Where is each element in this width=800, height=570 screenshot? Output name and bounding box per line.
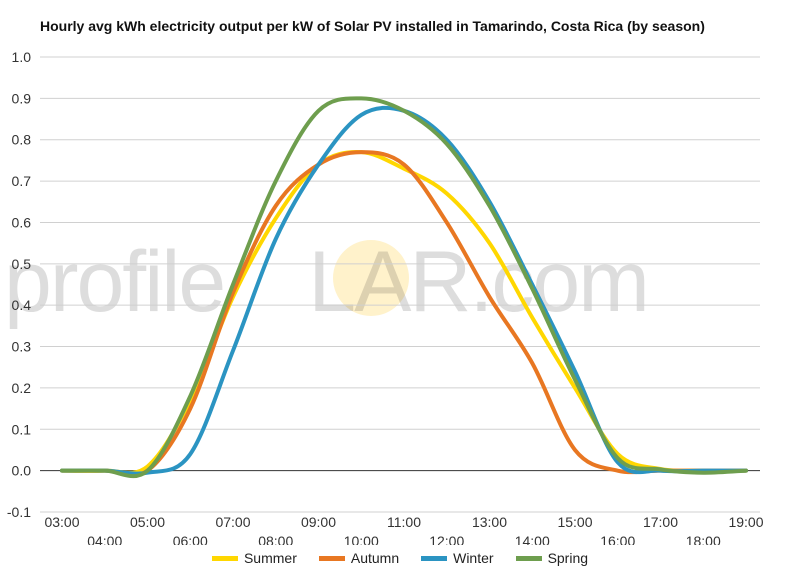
x-tick-label: 16:00 — [600, 533, 635, 545]
x-tick-label: 11:00 — [387, 514, 421, 530]
x-tick-label: 03:00 — [44, 514, 79, 530]
legend-label: Winter — [453, 550, 494, 566]
chart-plot-area: 1.0 0.9 0.8 0.7 0.6 0.5 0.4 0.3 0.2 0.1 0.0 -0.1 03… — [7, 49, 764, 545]
y-tick-label: -0.1 — [7, 504, 31, 520]
y-axis-ticks: 1.0 0.9 0.8 0.7 0.6 0.5 0.4 0.3 0.2 0.1 0.0 -0.1 — [7, 49, 31, 520]
x-axis-ticks: 03:00 04:00 05:00 06:00 07:00 08:00 09:00 10:00… — [44, 514, 763, 545]
y-tick-label: 0.6 — [12, 214, 32, 230]
y-tick-label: 0.7 — [12, 173, 32, 189]
x-tick-label: 18:00 — [686, 533, 721, 545]
y-tick-label: 0.0 — [12, 463, 32, 479]
x-tick-label: 04:00 — [87, 533, 122, 545]
y-tick-label: 0.9 — [12, 90, 32, 106]
legend-label: Spring — [547, 550, 589, 566]
legend-label: Autumn — [350, 550, 400, 566]
legend-label: Summer — [243, 550, 297, 566]
y-tick-label: 0.4 — [12, 297, 32, 313]
y-tick-label: 0.3 — [12, 339, 32, 355]
chart-title: Hourly avg kWh electricity output per kW… — [40, 18, 705, 34]
y-tick-label: 0.8 — [12, 132, 32, 148]
x-tick-label: 13:00 — [472, 514, 507, 530]
legend-swatch — [515, 555, 542, 561]
legend-item-summer: Summer — [211, 548, 297, 568]
legend-item-winter: Winter — [421, 548, 494, 568]
x-tick-label: 12:00 — [429, 533, 464, 545]
legend-item-autumn: Autumn — [318, 548, 400, 568]
y-tick-label: 0.1 — [12, 421, 32, 437]
x-tick-label: 14:00 — [515, 533, 550, 545]
series-line-spring — [60, 96, 748, 479]
y-tick-label: 0.2 — [12, 380, 32, 396]
legend-swatch — [421, 555, 448, 561]
series-line-summer — [60, 150, 748, 475]
x-tick-label: 10:00 — [344, 533, 379, 545]
y-tick-label: 1.0 — [12, 49, 32, 65]
x-tick-label: 06:00 — [173, 533, 208, 545]
legend-item-spring: Spring — [515, 548, 589, 568]
x-tick-label: 05:00 — [130, 514, 165, 530]
x-tick-label: 19:00 — [728, 514, 763, 530]
x-tick-label: 15:00 — [557, 514, 592, 530]
legend-swatch — [318, 555, 345, 561]
grid-lines — [40, 56, 760, 513]
x-tick-label: 17:00 — [643, 514, 678, 530]
x-tick-label: 07:00 — [215, 514, 250, 530]
x-tick-label: 08:00 — [258, 533, 293, 545]
legend-swatch — [211, 555, 238, 561]
series-line-autumn — [60, 150, 748, 478]
series-lines — [60, 96, 748, 479]
x-tick-label: 09:00 — [301, 514, 336, 530]
legend: Summer Autumn Winter Spring — [0, 548, 800, 568]
y-tick-label: 0.5 — [12, 256, 32, 272]
